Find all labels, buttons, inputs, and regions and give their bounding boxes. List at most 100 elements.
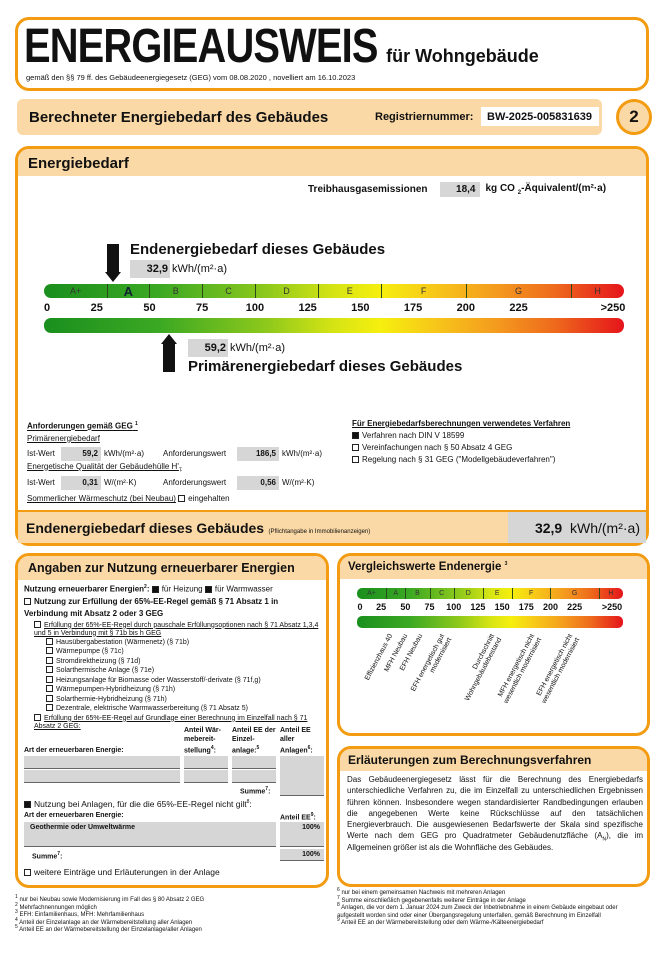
end-energy-summary: Endenergiebedarf dieses Gebäudes (Pflich…: [18, 510, 646, 543]
method-option[interactable]: Regelung nach § 31 GEG ("Modellgebäudeve…: [352, 454, 570, 466]
energy-type-cell[interactable]: Geothermie oder Umweltwärme: [24, 822, 276, 847]
class-divider: [107, 284, 109, 298]
end-energy-unit: kWh/(m²·a): [172, 263, 227, 275]
table-cell[interactable]: [24, 770, 180, 783]
method-option[interactable]: Vereinfachungen nach § 50 Absatz 4 GEG: [352, 442, 570, 454]
method-checkbox[interactable]: [352, 456, 359, 463]
option-checkbox[interactable]: [46, 637, 53, 645]
summary-value: 32,9 kWh/(m²·a): [508, 512, 646, 543]
class-divider: [465, 284, 467, 298]
more-entries-row[interactable]: weitere Einträge und Erläuterungen in de…: [24, 867, 220, 877]
rule-row[interactable]: Nutzung zur Erfüllung der 65%-EE-Regel g…: [24, 596, 279, 618]
footnote: 7 Summe einschließlich gegebenenfalls we…: [337, 894, 526, 904]
option-checkbox[interactable]: [46, 647, 53, 655]
ghg-row: Treibhausgasemissionen 18,4 kg CO 2-Äqui…: [308, 182, 606, 197]
scale-tick: 200: [456, 302, 475, 314]
primary-energy-value: 59,2: [188, 339, 228, 357]
not-rule-checkbox[interactable]: [24, 801, 31, 808]
header-box: ENERGIEAUSWEIS für Wohngebäude gemäß den…: [15, 17, 649, 91]
energy-class-a-plus: A+: [70, 286, 82, 296]
energy-class-a: A: [123, 284, 134, 298]
energiebedarf-title-text: Energiebedarf: [28, 155, 129, 172]
summer-checkbox[interactable]: [178, 495, 186, 503]
end-energy-value-row: 32,9 kWh/(m²·a): [130, 260, 229, 278]
table-cell[interactable]: [232, 756, 276, 769]
hot-water-checkbox[interactable]: [204, 585, 212, 593]
table-cell[interactable]: [184, 756, 228, 769]
class-divider: [149, 284, 151, 298]
renewable-option[interactable]: Solarthermie-Hybridheizung (§ 71h): [46, 694, 324, 705]
option-checkbox[interactable]: [46, 694, 53, 702]
class-divider: [511, 588, 513, 599]
req-hull-title: Energetische Qualität der Gebäudehülle H…: [27, 461, 182, 474]
class-divider: [598, 588, 600, 599]
primary-gradient-bar: [44, 318, 624, 333]
option-list: Hausübergabestation (Wärmenetz) (§ 71b) W…: [46, 637, 324, 714]
table-cell[interactable]: [280, 756, 324, 796]
energy-class-bar: A+ A B C D E F G H: [44, 284, 624, 298]
footnote: 8 Anlagen, die vor dem 1. Januar 2024 zu…: [337, 902, 618, 919]
option-checkbox[interactable]: [46, 685, 53, 693]
renewable-option[interactable]: Wärmepumpe (§ 71c): [46, 647, 324, 657]
footnotes-left: 1 nur bei Neubau sowie Modernisierung im…: [15, 894, 330, 935]
compare-box: Vergleichswerte Endenergie 3: [337, 553, 650, 736]
method-title: Für Energiebedarfsberechnungen verwendet…: [352, 419, 571, 428]
class-divider: [318, 284, 320, 298]
class-divider: [386, 588, 388, 599]
energy-share-cell[interactable]: 100%: [280, 822, 324, 847]
energy-class-f: F: [420, 286, 427, 296]
energy-class-h: H: [608, 590, 614, 597]
end-energy-label: Endenergiebedarf dieses Gebäudes: [130, 241, 386, 258]
energy-class-g: G: [571, 590, 578, 597]
not-rule-row[interactable]: Nutzung bei Anlagen, für die die 65%-EE-…: [24, 799, 252, 809]
option-checkbox[interactable]: [46, 666, 53, 674]
req-ist-value: 59,2: [61, 446, 101, 461]
table-cell[interactable]: [184, 770, 228, 783]
end-energy-value: 32,9: [130, 260, 170, 278]
pauschal-checkbox[interactable]: [34, 620, 41, 628]
table-cell[interactable]: [232, 770, 276, 783]
energy-class-g: G: [515, 286, 523, 296]
method-checkbox[interactable]: [352, 432, 359, 439]
scale-tick: 150: [494, 602, 510, 612]
footnote: 1 nur bei Neubau sowie Modernisierung im…: [15, 894, 205, 904]
method-option[interactable]: Verfahren nach DIN V 18599: [352, 430, 570, 442]
req-hull-anf-value: 0,56: [237, 476, 279, 491]
renewable-option[interactable]: Stromdirektheizung (§ 71d): [46, 656, 324, 667]
table-header-row: Art der erneuerbaren Energie: Anteil Wär…: [24, 726, 324, 755]
title: ENERGIEAUSWEIS: [24, 20, 378, 73]
explain-box: Erläuterungen zum Berechnungsverfahren D…: [337, 746, 650, 887]
option-checkbox[interactable]: [46, 704, 53, 712]
renewable-title: Angaben zur Nutzung erneuerbarer Energie…: [18, 556, 326, 580]
method-checkbox[interactable]: [352, 444, 359, 451]
method: Für Energiebedarfsberechnungen verwendet…: [352, 418, 570, 466]
table-cell[interactable]: [24, 756, 180, 769]
renewable-option[interactable]: Solarthermische Anlage (§ 71e): [46, 666, 324, 676]
primary-value-row: 59,2 kWh/(m²·a): [188, 339, 287, 357]
compare-ticks: 0 25 50 75 100 125 150 175 200 225 >250: [0, 602, 665, 614]
primary-energy-arrow: [160, 334, 177, 372]
energy-class-a-plus: A+: [367, 590, 376, 597]
rule-checkbox[interactable]: [24, 597, 31, 605]
scale-tick: 125: [470, 602, 486, 612]
einzel-row[interactable]: Erfüllung der 65%-EE-Regel auf Grundlage…: [34, 713, 308, 730]
renewable-option[interactable]: Dezentrale, elektrische Warmwasserbereit…: [46, 704, 324, 714]
col-e: Anteil EE der Einzel-anlage:5: [232, 726, 276, 754]
class-divider: [381, 284, 383, 298]
energy-class-h: H: [594, 286, 601, 296]
scale-tick: 175: [518, 602, 534, 612]
energy-class-c: C: [439, 590, 445, 597]
class-divider: [482, 588, 484, 599]
option-checkbox[interactable]: [46, 675, 53, 683]
option-checkbox[interactable]: [46, 656, 53, 664]
energiebedarf-box: Energiebedarf Treibhausgasemissionen 18,…: [15, 146, 649, 546]
req-anf-value: 186,5: [237, 446, 279, 461]
pauschal-row[interactable]: Erfüllung der 65%-EE-Regel durch pauscha…: [34, 620, 319, 637]
renewable-option[interactable]: Hausübergabestation (Wärmenetz) (§ 71b): [46, 637, 324, 648]
heating-checkbox[interactable]: [151, 585, 159, 593]
energy-class-f: F: [528, 590, 534, 597]
renewable-option[interactable]: Heizungsanlage für Biomasse oder Wassers…: [46, 675, 324, 686]
more-entries-checkbox[interactable]: [24, 869, 31, 876]
renewable-option[interactable]: Wärmepumpen-Hybridheizung (§ 71h): [46, 685, 324, 695]
einzel-checkbox[interactable]: [34, 713, 41, 721]
